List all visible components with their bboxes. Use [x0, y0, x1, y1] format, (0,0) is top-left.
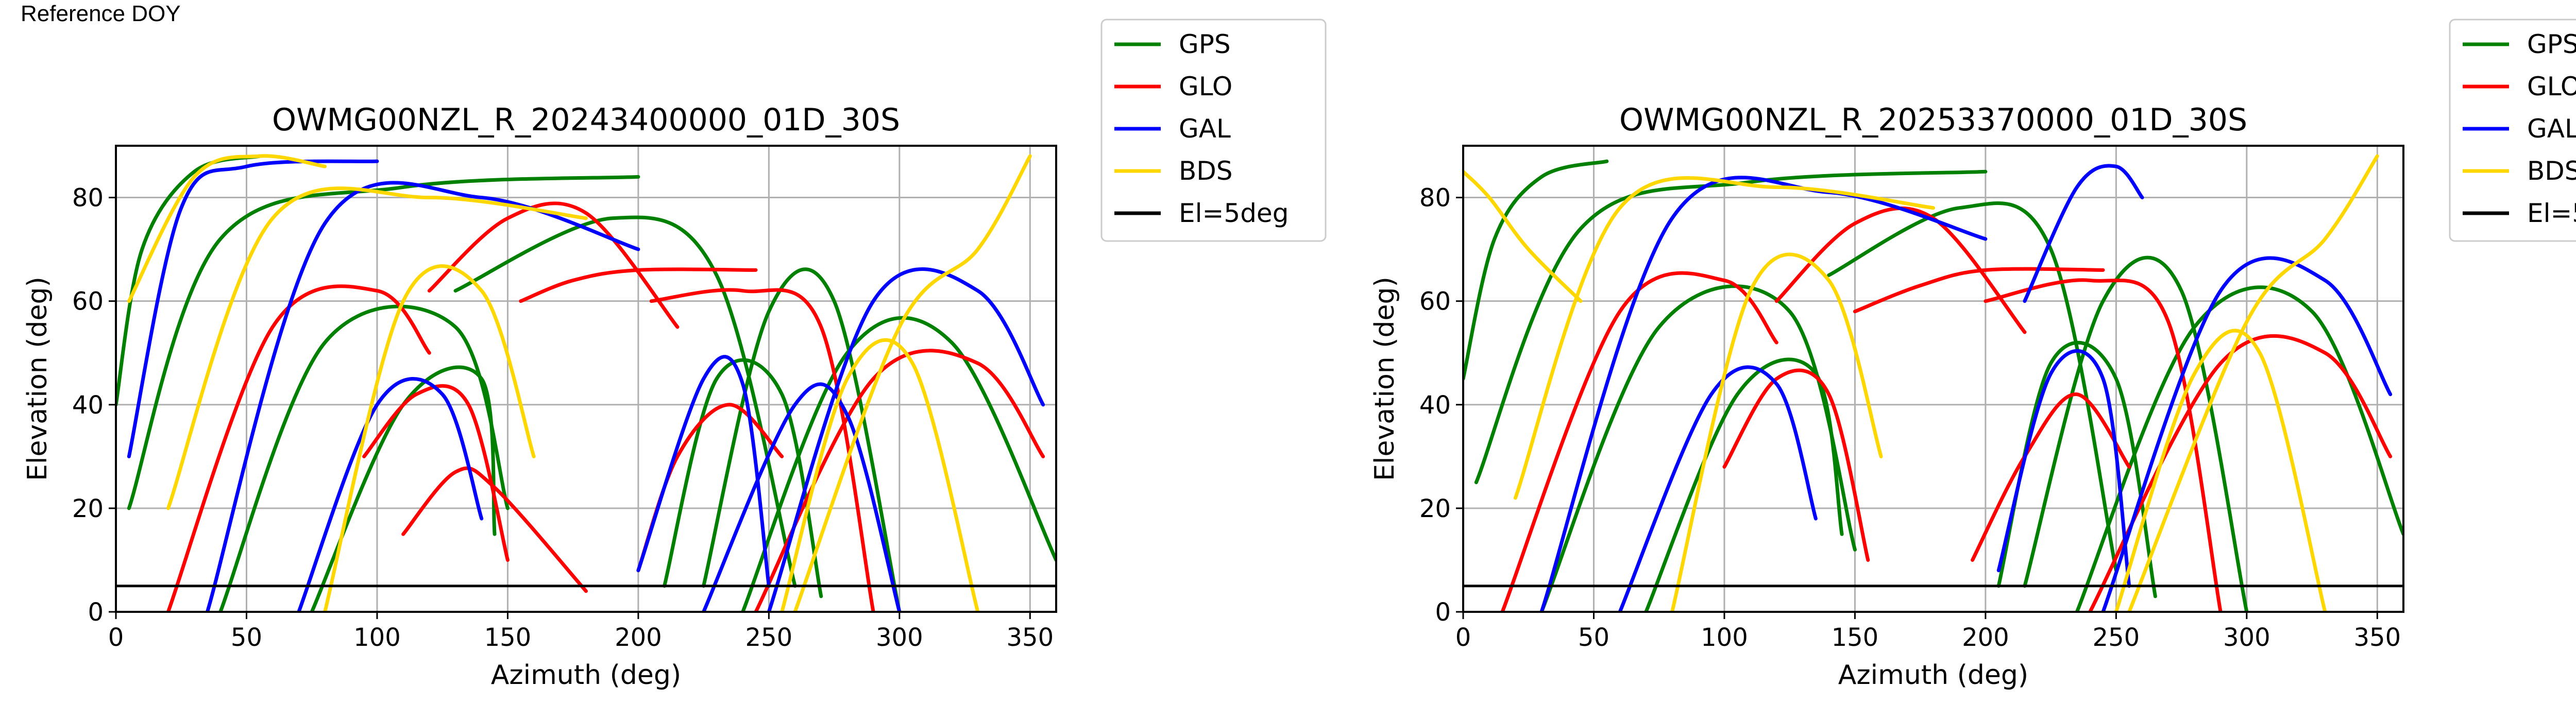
x-tick-label: 150 — [484, 623, 532, 652]
series-track-gps — [741, 316, 1056, 612]
plot-frame — [115, 145, 1057, 613]
legend-label: GPS — [1179, 29, 1231, 59]
series-track-bds — [323, 264, 536, 612]
y-axis-label: Elevation (deg) — [22, 277, 53, 481]
series-track-gps — [702, 267, 902, 612]
chart-panel-left: OWMG00NZL_R_20243400000_01D_30S 0 50 100 150… — [22, 19, 1327, 691]
x-tick-label: 0 — [1455, 623, 1471, 652]
series-track-gps — [453, 215, 797, 588]
x-tick-label: 250 — [745, 623, 793, 652]
series-track-glo — [401, 466, 588, 593]
x-tick-label: 150 — [1832, 623, 1879, 652]
x-tick-label: 100 — [353, 623, 401, 652]
legend: GPS GLO GAL BDS El=5deg — [2449, 19, 2576, 242]
x-tick-label: 0 — [108, 623, 124, 652]
legend-label: GLO — [2527, 72, 2576, 101]
x-tick-label: 50 — [231, 623, 262, 652]
series-track-bds — [1463, 169, 1583, 303]
legend-label: GPS — [2527, 29, 2576, 59]
series-track-bds — [780, 338, 980, 612]
series-track-gal — [702, 382, 902, 612]
series-track-glo — [427, 201, 680, 329]
series-track-bds — [2127, 154, 2379, 612]
y-tick-label: 0 — [1435, 598, 1451, 627]
series-track-glo — [1722, 368, 1870, 562]
y-axis-label: Elevation (deg) — [1369, 277, 1400, 481]
series-track-bds — [166, 186, 588, 510]
x-tick-label: 350 — [1006, 623, 1054, 652]
legend-box — [2449, 19, 2576, 242]
chart-panel-right: OWMG00NZL_R_20253370000_01D_30S 0 50 100 150… — [1369, 19, 2576, 691]
x-tick-label: 350 — [2353, 623, 2401, 652]
series-track-bds — [1670, 252, 1883, 612]
series-track-gps — [218, 304, 510, 612]
y-tick-label: 60 — [72, 287, 104, 316]
reference-doy-label: Reference DOY — [21, 1, 181, 26]
y-tick-label: 80 — [72, 184, 104, 213]
y-tick-label: 20 — [72, 494, 104, 523]
series-track-bds — [2114, 329, 2327, 612]
series-track-gal — [297, 377, 484, 612]
y-tick-label: 40 — [72, 391, 104, 420]
x-axis-label: Azimuth (deg) — [491, 660, 681, 691]
series-track-glo — [1853, 267, 2105, 314]
series-track-glo — [1971, 392, 2131, 562]
series-track-gal — [1996, 349, 2131, 588]
series-track-gal — [205, 181, 640, 612]
series-track-gps — [1474, 169, 1988, 485]
series-track-glo — [1984, 278, 2223, 612]
plot-frame — [1462, 145, 2404, 613]
series-track-glo — [519, 267, 758, 303]
series-track-gps — [1463, 159, 1609, 381]
y-tick-label: 80 — [1419, 184, 1451, 213]
series-track-gps — [2023, 255, 2249, 612]
series-track-bds — [127, 154, 327, 303]
series-track-glo — [362, 384, 510, 562]
series-track-gal — [636, 355, 771, 588]
x-axis-label: Azimuth (deg) — [1838, 660, 2028, 691]
chart-title: OWMG00NZL_R_20253370000_01D_30S — [1619, 102, 2247, 138]
y-tick-label: 60 — [1419, 287, 1451, 316]
x-tick-label: 300 — [2223, 623, 2270, 652]
legend-label: BDS — [2527, 156, 2576, 186]
series-track-bds — [1513, 176, 1935, 500]
y-tick-label: 40 — [1419, 391, 1451, 420]
x-tick-label: 100 — [1701, 623, 1748, 652]
x-tick-label: 250 — [2093, 623, 2140, 652]
y-tick-label: 0 — [88, 598, 104, 627]
legend-label: GLO — [1179, 72, 1232, 101]
legend-label: BDS — [1179, 156, 1233, 186]
legend-label: El=5deg — [1179, 198, 1289, 228]
series-track-glo — [649, 288, 875, 612]
chart-title: OWMG00NZL_R_20243400000_01D_30S — [272, 102, 900, 138]
series-track-gal — [767, 267, 1045, 612]
series-track-gal — [1539, 176, 1988, 612]
legend-label: GAL — [2527, 114, 2576, 144]
series-track-gal — [2023, 164, 2144, 303]
x-tick-label: 200 — [615, 623, 662, 652]
plot-area — [116, 154, 1056, 612]
series-track-gps — [127, 175, 640, 510]
series-track-bds — [793, 154, 1032, 612]
legend-label: GAL — [1179, 114, 1231, 144]
series-track-gps — [1827, 201, 2118, 573]
legend: GPS GLO GAL BDS El=5deg — [1100, 19, 1327, 242]
legend-box — [1100, 19, 1327, 242]
series-track-gps — [1644, 357, 1844, 612]
legend-label: El=5deg — [2527, 198, 2576, 228]
x-tick-label: 300 — [876, 623, 923, 652]
series-track-glo — [636, 403, 784, 573]
x-tick-label: 50 — [1578, 623, 1609, 652]
x-tick-label: 200 — [1962, 623, 2009, 652]
y-tick-label: 20 — [1419, 494, 1451, 523]
series-track-gal — [1618, 365, 1818, 612]
plot-area — [1463, 154, 2403, 612]
series-track-gal — [2101, 256, 2393, 612]
